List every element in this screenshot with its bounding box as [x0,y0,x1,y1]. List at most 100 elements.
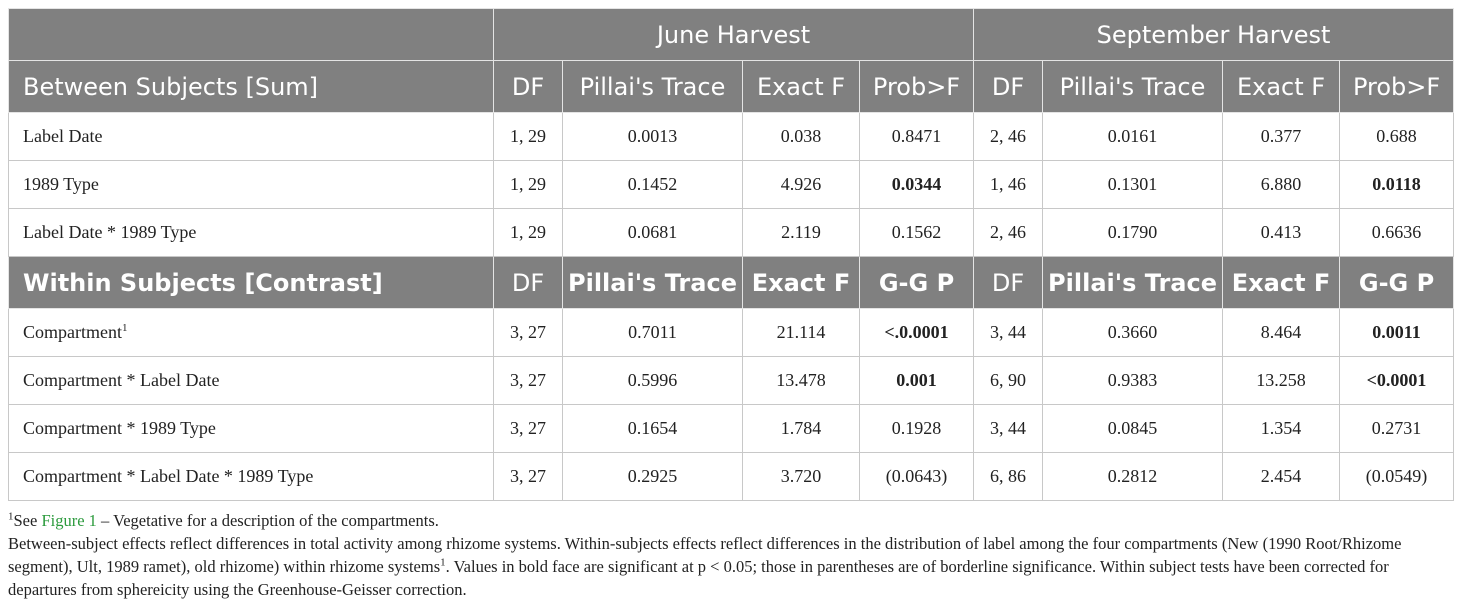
table-body: June Harvest September Harvest Between S… [8,8,1455,501]
table-cell: 3, 27 [493,452,563,501]
row-label: Label Date [23,126,103,146]
column-header: Prob>F [1339,60,1455,113]
row-label: 1989 Type [23,174,99,194]
within-subjects-header-row: Within Subjects [Contrast] DF Pillai's Tra… [8,256,1455,309]
column-header: Exact F [742,256,860,309]
table-cell: 0.2925 [562,452,743,501]
table-row: Compartment1 3, 27 0.7011 21.114 <.0.0001 3, … [8,308,1455,357]
table-cell: 0.0344 [858,160,975,209]
table-cell: 0.413 [1222,208,1341,257]
table-description: Between-subject effects reflect differen… [8,532,1453,601]
table-cell: 0.377 [1222,112,1341,161]
table-cell: (0.0549) [1339,452,1455,501]
table-cell: 3, 27 [493,308,563,357]
footnote-marker: 1 [121,322,128,334]
table-cell: 0.7011 [562,308,743,357]
table-cell: 0.6636 [1339,208,1455,257]
column-header: Exact F [1222,256,1341,309]
table-cell: 4.926 [742,160,860,209]
between-subjects-header-row: Between Subjects [Sum] DF Pillai's Trace Ex… [8,60,1455,113]
table-cell: <.0.0001 [858,308,975,357]
table-cell: 1, 29 [493,160,563,209]
within-subjects-title: Within Subjects [Contrast] [8,256,494,309]
table-cell: 0.0013 [562,112,743,161]
column-header: G-G P [858,256,975,309]
table-cell: 8.464 [1222,308,1341,357]
harvest-header-row: June Harvest September Harvest [8,8,1455,61]
column-header: Pillai's Trace [1042,256,1224,309]
row-label: Compartment * Label Date [23,370,220,390]
table-cell: 1, 29 [493,208,563,257]
table-cell: 0.038 [742,112,860,161]
table-cell: 0.0845 [1042,404,1224,453]
table-cell: 0.1452 [562,160,743,209]
table-cell: 6, 86 [973,452,1044,501]
table-cell: 0.0681 [562,208,743,257]
table-cell: 0.0011 [1339,308,1455,357]
table-cell: 0.9383 [1042,356,1224,405]
table-row: Label Date 1, 29 0.0013 0.038 0.8471 2, 46 0.0… [8,112,1455,161]
table-cell: 6.880 [1222,160,1341,209]
description-marker: 1 [440,556,446,569]
table-cell: 0.3660 [1042,308,1224,357]
table-cell: 2.119 [742,208,860,257]
table-cell: (0.0643) [858,452,975,501]
row-label: Compartment * Label Date * 1989 Type [23,466,314,486]
statistics-table: June Harvest September Harvest Between S… [8,8,1455,501]
column-header: Prob>F [858,60,975,113]
table-cell: 2.454 [1222,452,1341,501]
column-header: DF [493,256,563,309]
table-cell: 0.1790 [1042,208,1224,257]
table-row: Compartment * Label Date 3, 27 0.5996 13.47… [8,356,1455,405]
footnote: 1See Figure 1 – Vegetative for a descrip… [8,509,1453,532]
table-row: Compartment * Label Date * 1989 Type 3, 2… [8,452,1455,501]
table-cell: 2, 46 [973,208,1044,257]
table-cell: 0.2812 [1042,452,1224,501]
table-cell: 0.0118 [1339,160,1455,209]
row-label-cell: Label Date [8,112,494,161]
table-cell: 0.1301 [1042,160,1224,209]
table-cell: 0.0161 [1042,112,1224,161]
june-harvest-header: June Harvest [492,8,975,61]
figure-1-link[interactable]: Figure 1 [41,511,97,530]
table-cell: 1, 46 [973,160,1044,209]
table-cell: 0.1562 [858,208,975,257]
column-header: Pillai's Trace [1042,60,1224,113]
column-header: DF [493,60,563,113]
table-notes: 1See Figure 1 – Vegetative for a descrip… [8,509,1453,601]
column-header: DF [973,60,1044,113]
header-blank-cell [8,8,494,61]
table-cell: <0.0001 [1339,356,1455,405]
row-label: Compartment * 1989 Type [23,418,216,438]
footnote-marker: 1 [8,510,14,523]
table-container: June Harvest September Harvest Between S… [8,8,1455,601]
table-cell: 1.354 [1222,404,1341,453]
row-label-cell: Compartment * Label Date * 1989 Type [8,452,494,501]
row-label-cell: Compartment * Label Date [8,356,494,405]
table-cell: 0.1928 [858,404,975,453]
table-cell: 3, 44 [973,404,1044,453]
table-cell: 1, 29 [493,112,563,161]
table-cell: 21.114 [742,308,860,357]
table-cell: 0.001 [858,356,975,405]
column-header: Exact F [742,60,860,113]
table-cell: 2, 46 [973,112,1044,161]
description-part-1: Between-subject effects reflect differen… [8,534,1402,576]
table-cell: 13.478 [742,356,860,405]
column-header: Pillai's Trace [562,256,743,309]
table-row: Label Date * 1989 Type 1, 29 0.0681 2.119 0.… [8,208,1455,257]
table-cell: 0.5996 [562,356,743,405]
row-label-cell: 1989 Type [8,160,494,209]
table-cell: 0.1654 [562,404,743,453]
column-header: DF [973,256,1044,309]
september-harvest-header: September Harvest [973,8,1455,61]
description-part-2: . Values in bold face are significant at… [8,557,1389,599]
footnote-post: – Vegetative for a description of the co… [96,511,439,530]
column-header: Exact F [1222,60,1341,113]
table-cell: 0.8471 [858,112,975,161]
table-cell: 13.258 [1222,356,1341,405]
table-cell: 6, 90 [973,356,1044,405]
column-header: Pillai's Trace [562,60,743,113]
row-label-cell: Compartment * 1989 Type [8,404,494,453]
row-label-cell: Compartment1 [8,308,494,357]
